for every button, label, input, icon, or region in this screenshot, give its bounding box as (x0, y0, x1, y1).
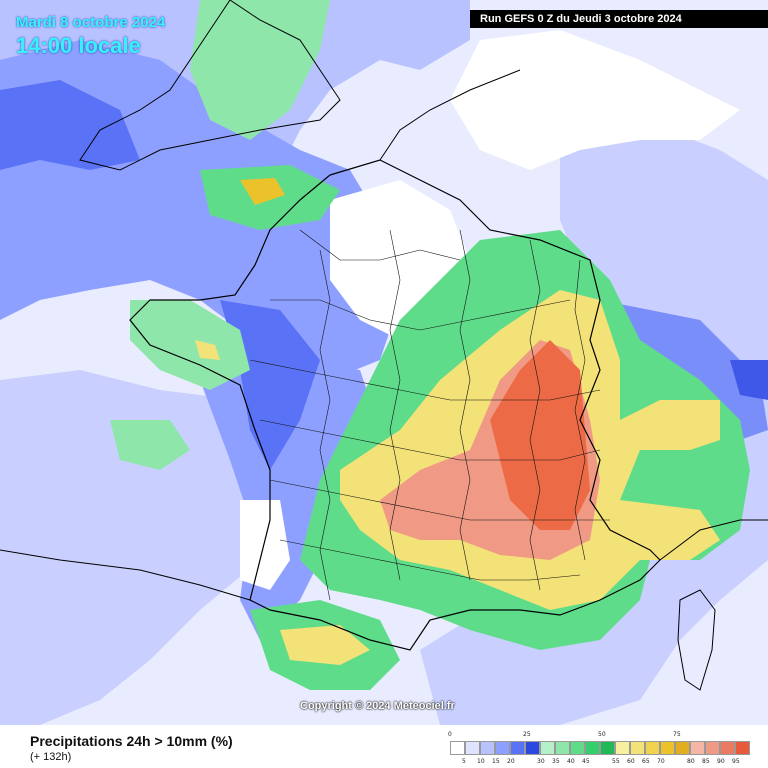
precip-zone-red (490, 340, 590, 530)
forecast-hour: (+ 132h) (30, 751, 72, 763)
legend-swatch (660, 741, 675, 755)
legend-tick-label: 20 (507, 758, 515, 765)
dry-zone-northeast (450, 30, 740, 170)
coastline-corsica (677, 589, 716, 691)
legend-swatch (525, 741, 540, 755)
probability-map[interactable]: Mardi 8 octobre 2024 14:00 locale Run GE… (0, 0, 768, 725)
precip-zone-green-brittany (130, 300, 250, 390)
forecast-time: 14:00 locale (16, 33, 141, 58)
legend-tick-label: 70 (657, 758, 665, 765)
legend-swatch (480, 741, 495, 755)
legend-tick-label: 15 (492, 758, 500, 765)
dry-zone-southwest (240, 500, 290, 590)
precip-zone-light-blue-3 (420, 120, 768, 725)
footer-bar: Precipitations 24h > 10mm (%) (+ 132h) 5… (0, 725, 768, 768)
legend-swatch (570, 741, 585, 755)
legend-swatch (600, 741, 615, 755)
legend-tick-label: 65 (642, 758, 650, 765)
legend-tick-label: 55 (612, 758, 620, 765)
legend-swatch (450, 741, 465, 755)
legend-tick-label: 60 (627, 758, 635, 765)
legend-swatch (675, 741, 690, 755)
legend-swatch (510, 741, 525, 755)
legend-swatch (735, 741, 750, 755)
legend-tick-label: 5 (462, 758, 466, 765)
legend-major-label: 75 (673, 731, 681, 738)
coastline-italy (659, 519, 768, 561)
legend-tick-label: 95 (732, 758, 740, 765)
run-banner: Run GEFS 0 Z du Jeudi 3 octobre 2024 (470, 10, 768, 28)
legend-swatch (690, 741, 705, 755)
legend-tick-label: 45 (582, 758, 590, 765)
legend-swatch (540, 741, 555, 755)
product-title: Precipitations 24h > 10mm (%) (30, 733, 233, 749)
coastline-uk (79, 0, 341, 171)
legend-tick-label: 80 (687, 758, 695, 765)
precip-zone-green-north (190, 0, 330, 140)
map-canvas (0, 0, 768, 725)
precip-zone-dark-blue (0, 80, 140, 170)
coastline-france (129, 174, 661, 651)
precip-zone-yellow-pyrenees (280, 625, 370, 665)
legend-tick-label: 40 (567, 758, 575, 765)
legend-swatch (705, 741, 720, 755)
legend-major-label: 0 (448, 731, 452, 738)
legend-tick-label: 90 (717, 758, 725, 765)
department-borders (249, 229, 610, 601)
copyright: Copyright © 2024 Meteociel.fr (300, 700, 455, 712)
legend-major-label: 25 (523, 731, 531, 738)
legend-swatch (645, 741, 660, 755)
legend-major-label: 50 (598, 731, 606, 738)
coastline-netherlands (379, 69, 521, 161)
legend-swatch (615, 741, 630, 755)
legend-swatch (465, 741, 480, 755)
legend-swatch (630, 741, 645, 755)
legend-swatch (495, 741, 510, 755)
border-france-east (329, 159, 661, 561)
legend-tick-label: 85 (702, 758, 710, 765)
precip-zone-yellow-brittany (195, 340, 220, 360)
precip-zone-yellow-belgium (240, 178, 285, 205)
legend-tick-label: 10 (477, 758, 485, 765)
legend-swatch (555, 741, 570, 755)
legend-tick-label: 30 (537, 758, 545, 765)
precip-zone-green-west (110, 420, 190, 470)
precip-zone-light-blue-2 (0, 370, 300, 725)
precip-zone-dark-blue-3 (730, 360, 768, 400)
legend-tick-label: 35 (552, 758, 560, 765)
coastline-spain (0, 549, 251, 601)
forecast-date: Mardi 8 octobre 2024 (16, 14, 166, 31)
legend-swatch (585, 741, 600, 755)
precip-zone-dark-blue-2 (220, 300, 320, 470)
legend-swatch (720, 741, 735, 755)
